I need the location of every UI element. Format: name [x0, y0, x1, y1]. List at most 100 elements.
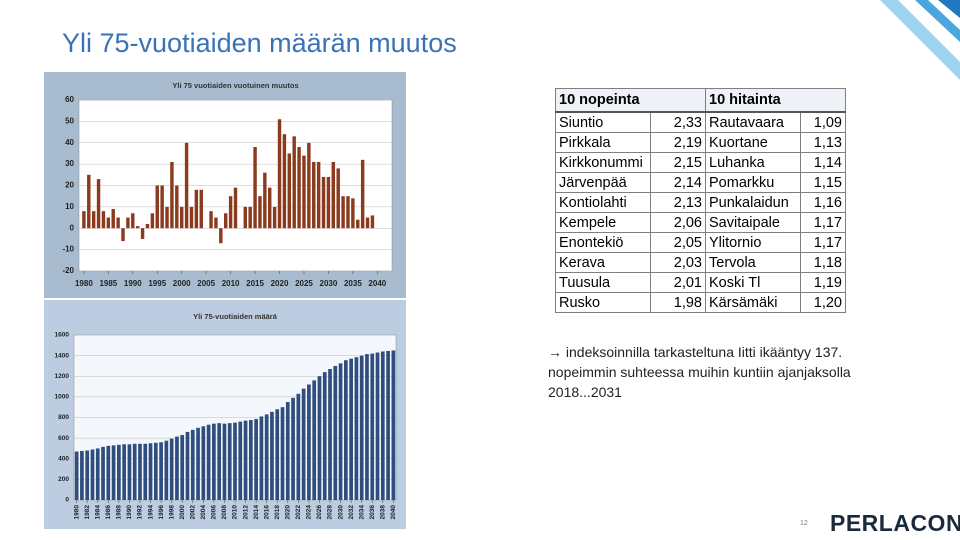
bar: [206, 424, 211, 500]
slide-title: Yli 75-vuotiaiden määrän muutos: [62, 28, 457, 58]
note-line: nopeimmin suhteessa muihin kuntiin ajanj…: [548, 364, 851, 380]
table-cell: 2,06: [650, 212, 706, 233]
table-cell: 1,17: [800, 212, 846, 233]
bar: [155, 185, 159, 229]
table-cell: Pirkkala: [555, 132, 651, 153]
chart-title: Yli 75 vuotiaiden vuotuinen muutos: [172, 81, 298, 90]
bar: [116, 217, 120, 229]
bar: [180, 435, 185, 500]
table-cell: Kirkkonummi: [555, 152, 651, 173]
bar: [160, 185, 164, 229]
x-tick-label: 2028: [327, 505, 334, 520]
note-line: → indeksoinnilla tarkasteltuna Iitti ikä…: [548, 344, 843, 360]
table-cell: 1,20: [800, 292, 846, 313]
table-cell: 1,16: [800, 192, 846, 213]
bar: [148, 443, 153, 500]
bar: [153, 442, 158, 500]
bar: [296, 393, 301, 500]
bar: [170, 161, 174, 229]
x-tick-label: 2018: [274, 505, 281, 520]
bar: [312, 161, 316, 229]
bar: [292, 136, 296, 229]
bar: [253, 147, 257, 229]
x-tick-label: 1980: [73, 505, 80, 520]
table-cell: 2,01: [650, 272, 706, 293]
y-tick-label: 0: [65, 497, 69, 504]
table-cell: 1,15: [800, 172, 846, 193]
bar: [150, 213, 155, 229]
bar: [189, 206, 194, 229]
y-tick-label: 400: [58, 455, 69, 462]
bar: [291, 397, 295, 500]
table-cell: 2,33: [650, 111, 706, 133]
x-tick-label: 2010: [232, 505, 239, 520]
x-tick-label: 2012: [242, 505, 249, 520]
x-tick-label: 2025: [295, 279, 313, 288]
bar: [227, 423, 232, 500]
x-tick-label: 2015: [246, 279, 264, 288]
bar: [165, 206, 169, 229]
note: → indeksoinnilla tarkasteltuna Iitti ikä…: [548, 342, 851, 402]
table: 10 nopeinta 10 hitainta Siuntio 2,33 Rauta…: [555, 88, 846, 313]
x-tick-label: 1990: [126, 505, 133, 520]
x-tick-label: 2002: [189, 505, 196, 520]
table-cell: Kuortane: [705, 132, 801, 153]
table-cell: Kärsämäki: [705, 292, 801, 313]
bar: [263, 172, 267, 229]
bar: [222, 423, 227, 500]
bar: [333, 365, 338, 500]
bar: [135, 226, 140, 229]
x-tick-label: 1980: [75, 279, 93, 288]
table-row: Kontiolahti 2,13 Punkalaidun 1,16: [555, 192, 846, 213]
table-row: Tuusula 2,01 Koski Tl 1,19: [555, 272, 846, 293]
x-tick-label: 2038: [380, 505, 387, 520]
table-cell: Pomarkku: [705, 172, 801, 193]
bar: [111, 209, 115, 229]
bar: [270, 411, 274, 500]
bar: [233, 422, 237, 500]
table-row: Siuntio 2,33 Rautavaara 1,09: [555, 111, 846, 133]
bar: [106, 217, 111, 229]
bar: [138, 443, 142, 500]
bar: [82, 211, 86, 229]
bar: [194, 189, 199, 229]
bar: [258, 196, 262, 229]
bar: [268, 187, 272, 229]
y-tick-label: 60: [65, 95, 74, 104]
bar: [344, 360, 348, 500]
bar: [351, 198, 355, 229]
table-cell: Kempele: [555, 212, 651, 233]
x-tick-label: 1988: [116, 505, 123, 520]
bar: [354, 357, 359, 500]
bar: [287, 153, 292, 229]
bar: [80, 451, 84, 500]
bar: [179, 206, 184, 229]
bar: [321, 176, 326, 229]
bar: [85, 450, 90, 500]
bar: [365, 354, 369, 500]
x-tick-label: 2004: [200, 505, 207, 520]
decoration: [880, 0, 960, 80]
x-tick-label: 2020: [271, 279, 289, 288]
bar: [96, 179, 101, 229]
bar: [243, 206, 247, 229]
bar: [254, 419, 258, 500]
table-cell: 1,13: [800, 132, 846, 153]
bar: [360, 159, 365, 229]
logo: PERLACON: [830, 510, 960, 536]
bar: [185, 431, 190, 500]
y-tick-label: 20: [65, 181, 74, 190]
bar: [386, 350, 390, 500]
table-cell: Siuntio: [555, 111, 651, 133]
x-tick-label: 2030: [320, 279, 338, 288]
page-number: 12: [800, 520, 808, 527]
y-tick-label: 30: [65, 159, 74, 168]
bar: [201, 426, 206, 500]
y-tick-label: 1200: [55, 373, 70, 380]
bar: [275, 409, 280, 500]
x-tick-label: 1998: [168, 505, 175, 520]
bar: [375, 352, 380, 500]
table-cell: Savitaipale: [705, 212, 801, 233]
bar: [233, 187, 238, 229]
